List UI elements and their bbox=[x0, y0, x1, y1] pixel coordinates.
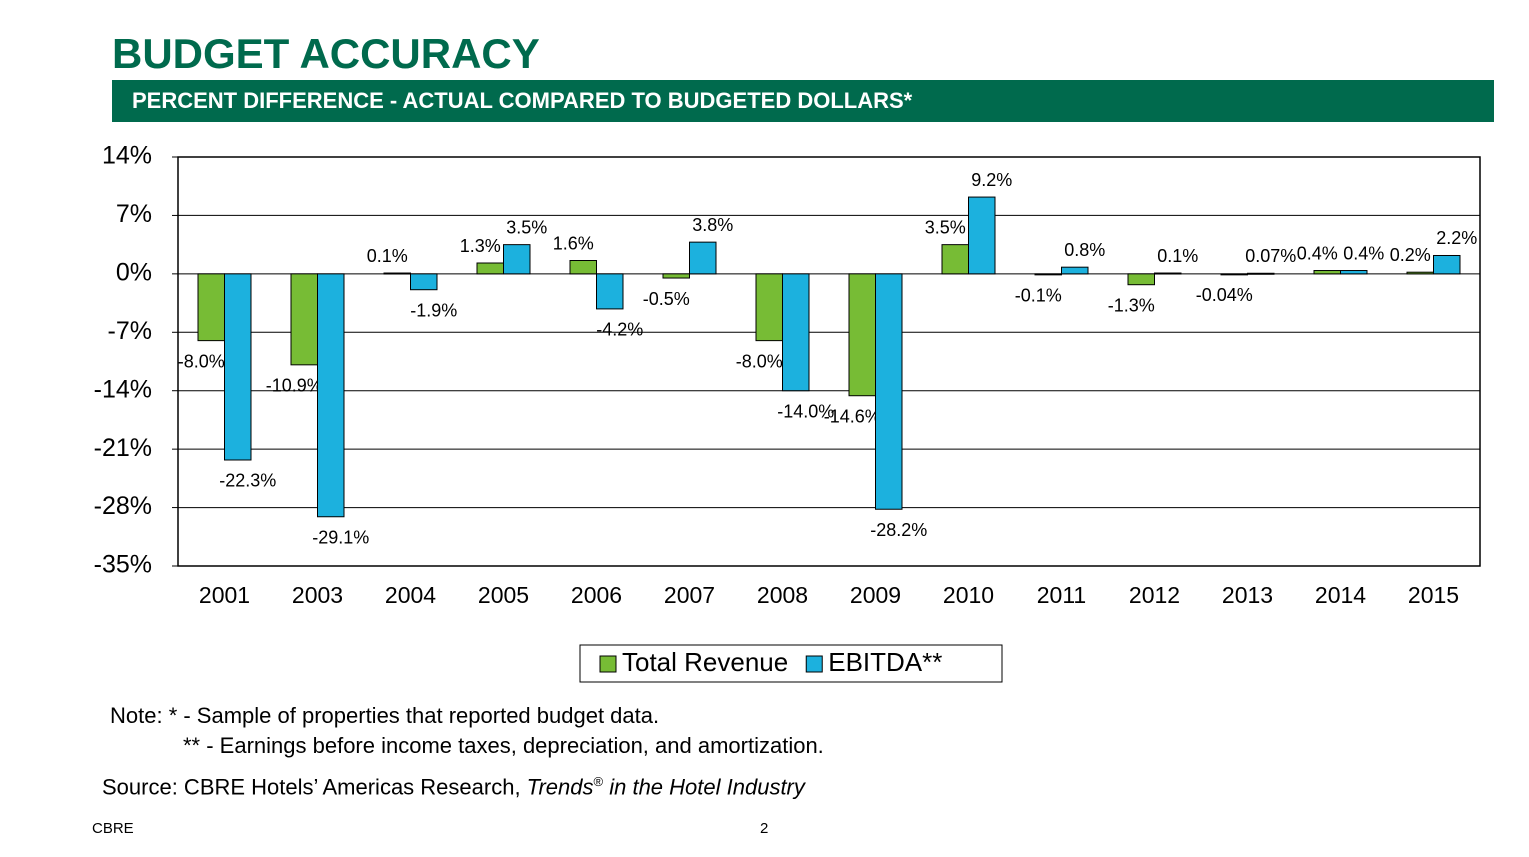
y-tick-label: -14% bbox=[94, 375, 152, 403]
bar bbox=[1220, 273, 1248, 276]
bar bbox=[1433, 254, 1461, 275]
legend-swatch bbox=[599, 655, 617, 673]
value-label: 3.5% bbox=[506, 217, 547, 237]
value-label: 1.6% bbox=[553, 233, 594, 253]
x-tick-label: 2008 bbox=[757, 582, 808, 608]
title: BUDGET ACCURACY bbox=[112, 30, 540, 77]
y-tick-label: -28% bbox=[94, 492, 152, 520]
source: Source: CBRE Hotels’ Americas Research, … bbox=[102, 774, 805, 800]
bar bbox=[662, 273, 690, 279]
source-mark: ® bbox=[593, 774, 604, 789]
x-tick-label: 2010 bbox=[943, 582, 994, 608]
bar bbox=[224, 273, 252, 461]
value-label: -28.2% bbox=[870, 520, 927, 540]
value-label: 0.4% bbox=[1343, 243, 1384, 263]
bar bbox=[503, 244, 531, 275]
value-label: -14.0% bbox=[777, 401, 834, 421]
value-label: 0.2% bbox=[1390, 245, 1431, 265]
bar bbox=[569, 260, 597, 275]
y-tick-label: 7% bbox=[116, 200, 152, 228]
value-label: -1.3% bbox=[1108, 295, 1155, 315]
x-tick-label: 2004 bbox=[385, 582, 436, 608]
bar bbox=[941, 244, 969, 275]
value-label: -0.04% bbox=[1196, 285, 1253, 305]
y-tick-label: 0% bbox=[116, 258, 152, 286]
x-tick-label: 2005 bbox=[478, 582, 529, 608]
x-tick-label: 2013 bbox=[1222, 582, 1273, 608]
note: Note: * - Sample of properties that repo… bbox=[110, 703, 660, 728]
legend-label: Total Revenue bbox=[622, 647, 788, 677]
y-tick-label: -35% bbox=[94, 551, 152, 579]
subtitle: PERCENT DIFFERENCE - ACTUAL COMPARED TO … bbox=[112, 80, 1494, 122]
value-label: -8.0% bbox=[736, 351, 783, 371]
bar bbox=[317, 273, 345, 518]
bar bbox=[689, 241, 717, 275]
bar bbox=[875, 273, 903, 510]
bar bbox=[1340, 270, 1368, 275]
value-label: 0.07% bbox=[1245, 246, 1296, 266]
legend-box bbox=[579, 644, 1003, 683]
value-label: -8.0% bbox=[178, 351, 225, 371]
y-tick-label: -21% bbox=[94, 434, 152, 462]
x-tick-label: 2003 bbox=[292, 582, 343, 608]
bar bbox=[197, 273, 225, 342]
x-tick-label: 2014 bbox=[1315, 582, 1366, 608]
value-label: 0.1% bbox=[367, 246, 408, 266]
value-label: 3.8% bbox=[692, 215, 733, 235]
bar bbox=[848, 273, 876, 397]
value-label: -10.9% bbox=[266, 376, 323, 396]
bar bbox=[1247, 272, 1275, 275]
value-label: 2.2% bbox=[1436, 228, 1477, 248]
page-number: 2 bbox=[760, 820, 769, 837]
value-label: -4.2% bbox=[596, 320, 643, 340]
source-text: Source: CBRE Hotels’ Americas Research, bbox=[102, 774, 527, 800]
x-tick-label: 2012 bbox=[1129, 582, 1180, 608]
value-label: -29.1% bbox=[312, 528, 369, 548]
y-tick-label: -7% bbox=[108, 317, 152, 345]
bar bbox=[383, 272, 411, 275]
value-label: 0.4% bbox=[1297, 243, 1338, 263]
value-label: 0.8% bbox=[1064, 240, 1105, 260]
bar bbox=[410, 273, 438, 291]
footer-left: CBRE bbox=[92, 820, 134, 837]
x-tick-label: 2015 bbox=[1408, 582, 1459, 608]
value-label: -0.1% bbox=[1015, 285, 1062, 305]
bar bbox=[596, 273, 624, 310]
bar bbox=[1034, 273, 1062, 276]
value-label: -22.3% bbox=[219, 471, 276, 491]
chart: -35% -28% -21% -14% -7% 0% 7% 14% 2001 -8.0% -22.3… bbox=[94, 142, 1481, 683]
x-tick-label: 2007 bbox=[664, 582, 715, 608]
x-tick-label: 2011 bbox=[1037, 582, 1086, 608]
bar bbox=[1406, 271, 1434, 275]
value-label: 0.1% bbox=[1157, 246, 1198, 266]
legend-label: EBITDA** bbox=[828, 647, 942, 677]
plot-frame bbox=[177, 156, 1481, 567]
note: ** - Earnings before income taxes, depre… bbox=[183, 733, 824, 758]
x-tick-label: 2006 bbox=[571, 582, 622, 608]
bar bbox=[782, 273, 810, 392]
value-label: -14.6% bbox=[824, 406, 881, 426]
bar bbox=[290, 273, 318, 366]
legend-swatch bbox=[805, 655, 823, 673]
source-italic: in the Hotel Industry bbox=[603, 774, 805, 800]
value-label: -1.9% bbox=[410, 300, 457, 320]
value-label: 3.5% bbox=[925, 217, 966, 237]
bar bbox=[1154, 272, 1182, 275]
bar bbox=[1127, 273, 1155, 286]
bar bbox=[1061, 266, 1089, 275]
x-tick-label: 2009 bbox=[850, 582, 901, 608]
bar bbox=[1313, 270, 1341, 275]
bar bbox=[755, 273, 783, 342]
value-label: -0.5% bbox=[643, 289, 690, 309]
value-label: 9.2% bbox=[971, 170, 1012, 190]
y-tick-label: 14% bbox=[102, 142, 152, 170]
x-tick-label: 2001 bbox=[199, 582, 250, 608]
value-label: 1.3% bbox=[460, 236, 501, 256]
source-italic: Trends bbox=[526, 774, 594, 800]
bar bbox=[476, 262, 504, 275]
bar bbox=[968, 196, 996, 275]
